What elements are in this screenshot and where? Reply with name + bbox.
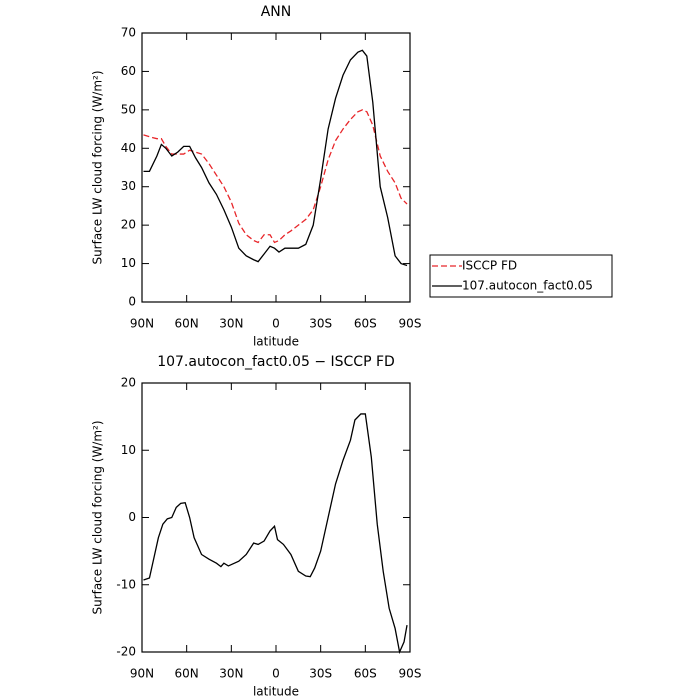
y-tick-label: 10 [121,256,136,270]
data-line [143,49,408,267]
data-line [143,109,408,244]
y-tick-label: -20 [116,645,136,659]
x-tick-label: 0 [272,667,280,681]
x-tick-label: 60N [175,317,199,331]
y-tick-label: 0 [128,295,136,309]
y-tick-label: 40 [121,141,136,155]
y-tick-label: -10 [116,577,136,591]
y-tick-label: 0 [128,510,136,524]
x-tick-label: 0 [272,317,280,331]
x-tick-label: 30N [219,667,243,681]
x-axis-label: latitude [253,685,299,699]
y-tick-label: 20 [121,218,136,232]
plot-frame [141,32,411,303]
y-tick-label: 70 [121,26,136,40]
chart-title: ANN [261,4,292,20]
chart-title: 107.autocon_fact0.05 − ISCCP FD [157,354,395,370]
y-tick-label: 60 [121,64,136,78]
x-tick-label: 30S [309,667,332,681]
y-tick-label: 30 [121,179,136,193]
legend-label: 107.autocon_fact0.05 [462,279,593,293]
y-tick-label: 50 [121,102,136,116]
data-line [143,413,408,655]
legend-box [429,254,613,298]
x-tick-label: 30S [309,317,332,331]
x-tick-label: 60S [354,317,377,331]
x-tick-label: 90N [130,317,154,331]
y-tick-label: 10 [121,443,136,457]
x-tick-label: 60S [354,667,377,681]
x-tick-label: 90S [399,667,422,681]
y-tick-label: 20 [121,376,136,390]
x-tick-label: 90S [399,317,422,331]
x-tick-label: 30N [219,317,243,331]
x-tick-label: 90N [130,667,154,681]
y-axis-label: Surface LW cloud forcing (W/m²) [91,420,105,614]
legend-label: ISCCP FD [462,259,517,273]
plot-frame [141,382,411,653]
x-tick-label: 60N [175,667,199,681]
x-axis-label: latitude [253,335,299,349]
y-axis-label: Surface LW cloud forcing (W/m²) [91,70,105,264]
